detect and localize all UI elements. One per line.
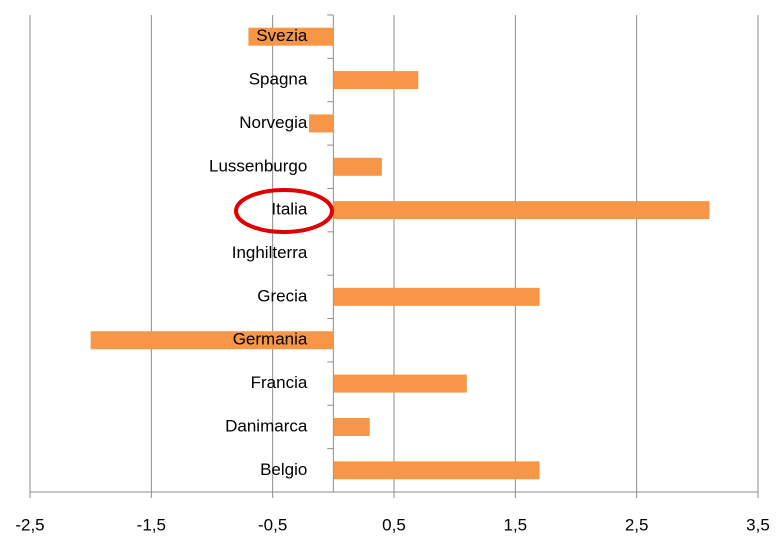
category-label: Danimarca [225, 416, 308, 435]
bars [90, 27, 710, 480]
highlight-circle [234, 188, 334, 234]
bar [333, 201, 710, 220]
bar [333, 157, 382, 176]
labels: -2,5 -1,5 -0,5 0,5 1,5 2,5 3,5 Svezia Spagna Norv… [15, 26, 769, 534]
bar [333, 287, 540, 306]
bar [333, 461, 540, 480]
category-label: Belgio [260, 460, 307, 479]
category-label: Germania [233, 330, 308, 349]
category-label: Lussenburgo [209, 156, 307, 175]
bar [333, 417, 370, 436]
category-label: Svezia [256, 26, 308, 45]
x-tick-label: 2,5 [625, 515, 649, 534]
x-tick-label: -1,5 [137, 515, 166, 534]
x-tick-label: 1,5 [504, 515, 528, 534]
x-tick-label: -0,5 [258, 515, 287, 534]
x-tick-label: -2,5 [15, 515, 44, 534]
category-label: Norvegia [239, 113, 308, 132]
bar [248, 27, 334, 46]
bar [90, 331, 334, 350]
grid [29, 14, 759, 498]
category-label: Inghilterra [232, 243, 308, 262]
x-tick-label: 3,5 [746, 515, 770, 534]
category-label: Francia [251, 373, 308, 392]
category-label: Grecia [257, 286, 308, 305]
bar [333, 374, 467, 393]
category-label: Spagna [249, 70, 308, 89]
x-tick-label: 0,5 [382, 515, 406, 534]
bar [333, 71, 419, 90]
category-label: Italia [271, 200, 307, 219]
bar [309, 114, 334, 133]
